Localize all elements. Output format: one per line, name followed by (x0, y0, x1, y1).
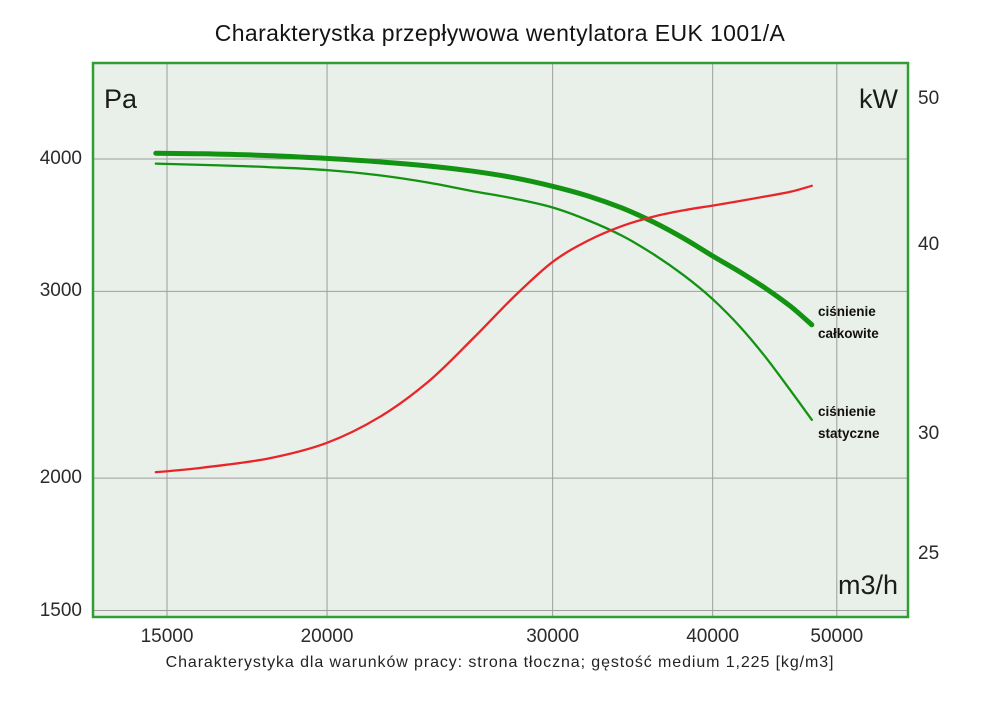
y-left-unit-label: Pa (104, 84, 138, 114)
static-pressure-label-line2: statyczne (818, 426, 880, 441)
total-pressure-curve-label: ciśnienie całkowite (818, 301, 879, 345)
plot-border (91, 61, 910, 619)
chart-caption: Charakterystyka dla warunków pracy: stro… (165, 654, 835, 671)
y-left-tick-2000: 2000 (39, 467, 82, 489)
y-left-tick-3000: 3000 (39, 280, 82, 302)
x-tick-15000: 15000 (140, 626, 194, 647)
y-right-tick-50: 50 (918, 88, 940, 109)
x-axis-unit-label: m3/h (837, 570, 898, 600)
total-pressure-label-line1: ciśnienie (818, 304, 876, 319)
x-tick-50000: 50000 (810, 626, 864, 647)
curves (153, 150, 815, 474)
static-pressure-curve (154, 162, 813, 421)
y-left-tick-4000: 4000 (39, 148, 82, 169)
total-pressure-curve (153, 150, 815, 328)
kw-curve (154, 184, 813, 474)
y-right-tick-25: 25 (918, 542, 940, 564)
x-tick-20000: 20000 (300, 626, 354, 647)
chart-title: Charakterystka przepływowa wentylatora E… (214, 20, 786, 46)
total-pressure-label-line2: całkowite (818, 326, 879, 341)
y-right-unit-label: kW (859, 84, 898, 114)
x-tick-40000: 40000 (686, 626, 740, 647)
y-right-tick-30: 30 (918, 422, 940, 444)
y-left-tick-1500: 1500 (39, 599, 82, 621)
y-right-tick-40: 40 (918, 234, 940, 256)
plot-background (93, 63, 908, 617)
static-pressure-curve-label: ciśnienie statyczne (818, 401, 880, 445)
static-pressure-label-line1: ciśnienie (818, 404, 876, 419)
x-tick-30000: 30000 (526, 626, 580, 647)
